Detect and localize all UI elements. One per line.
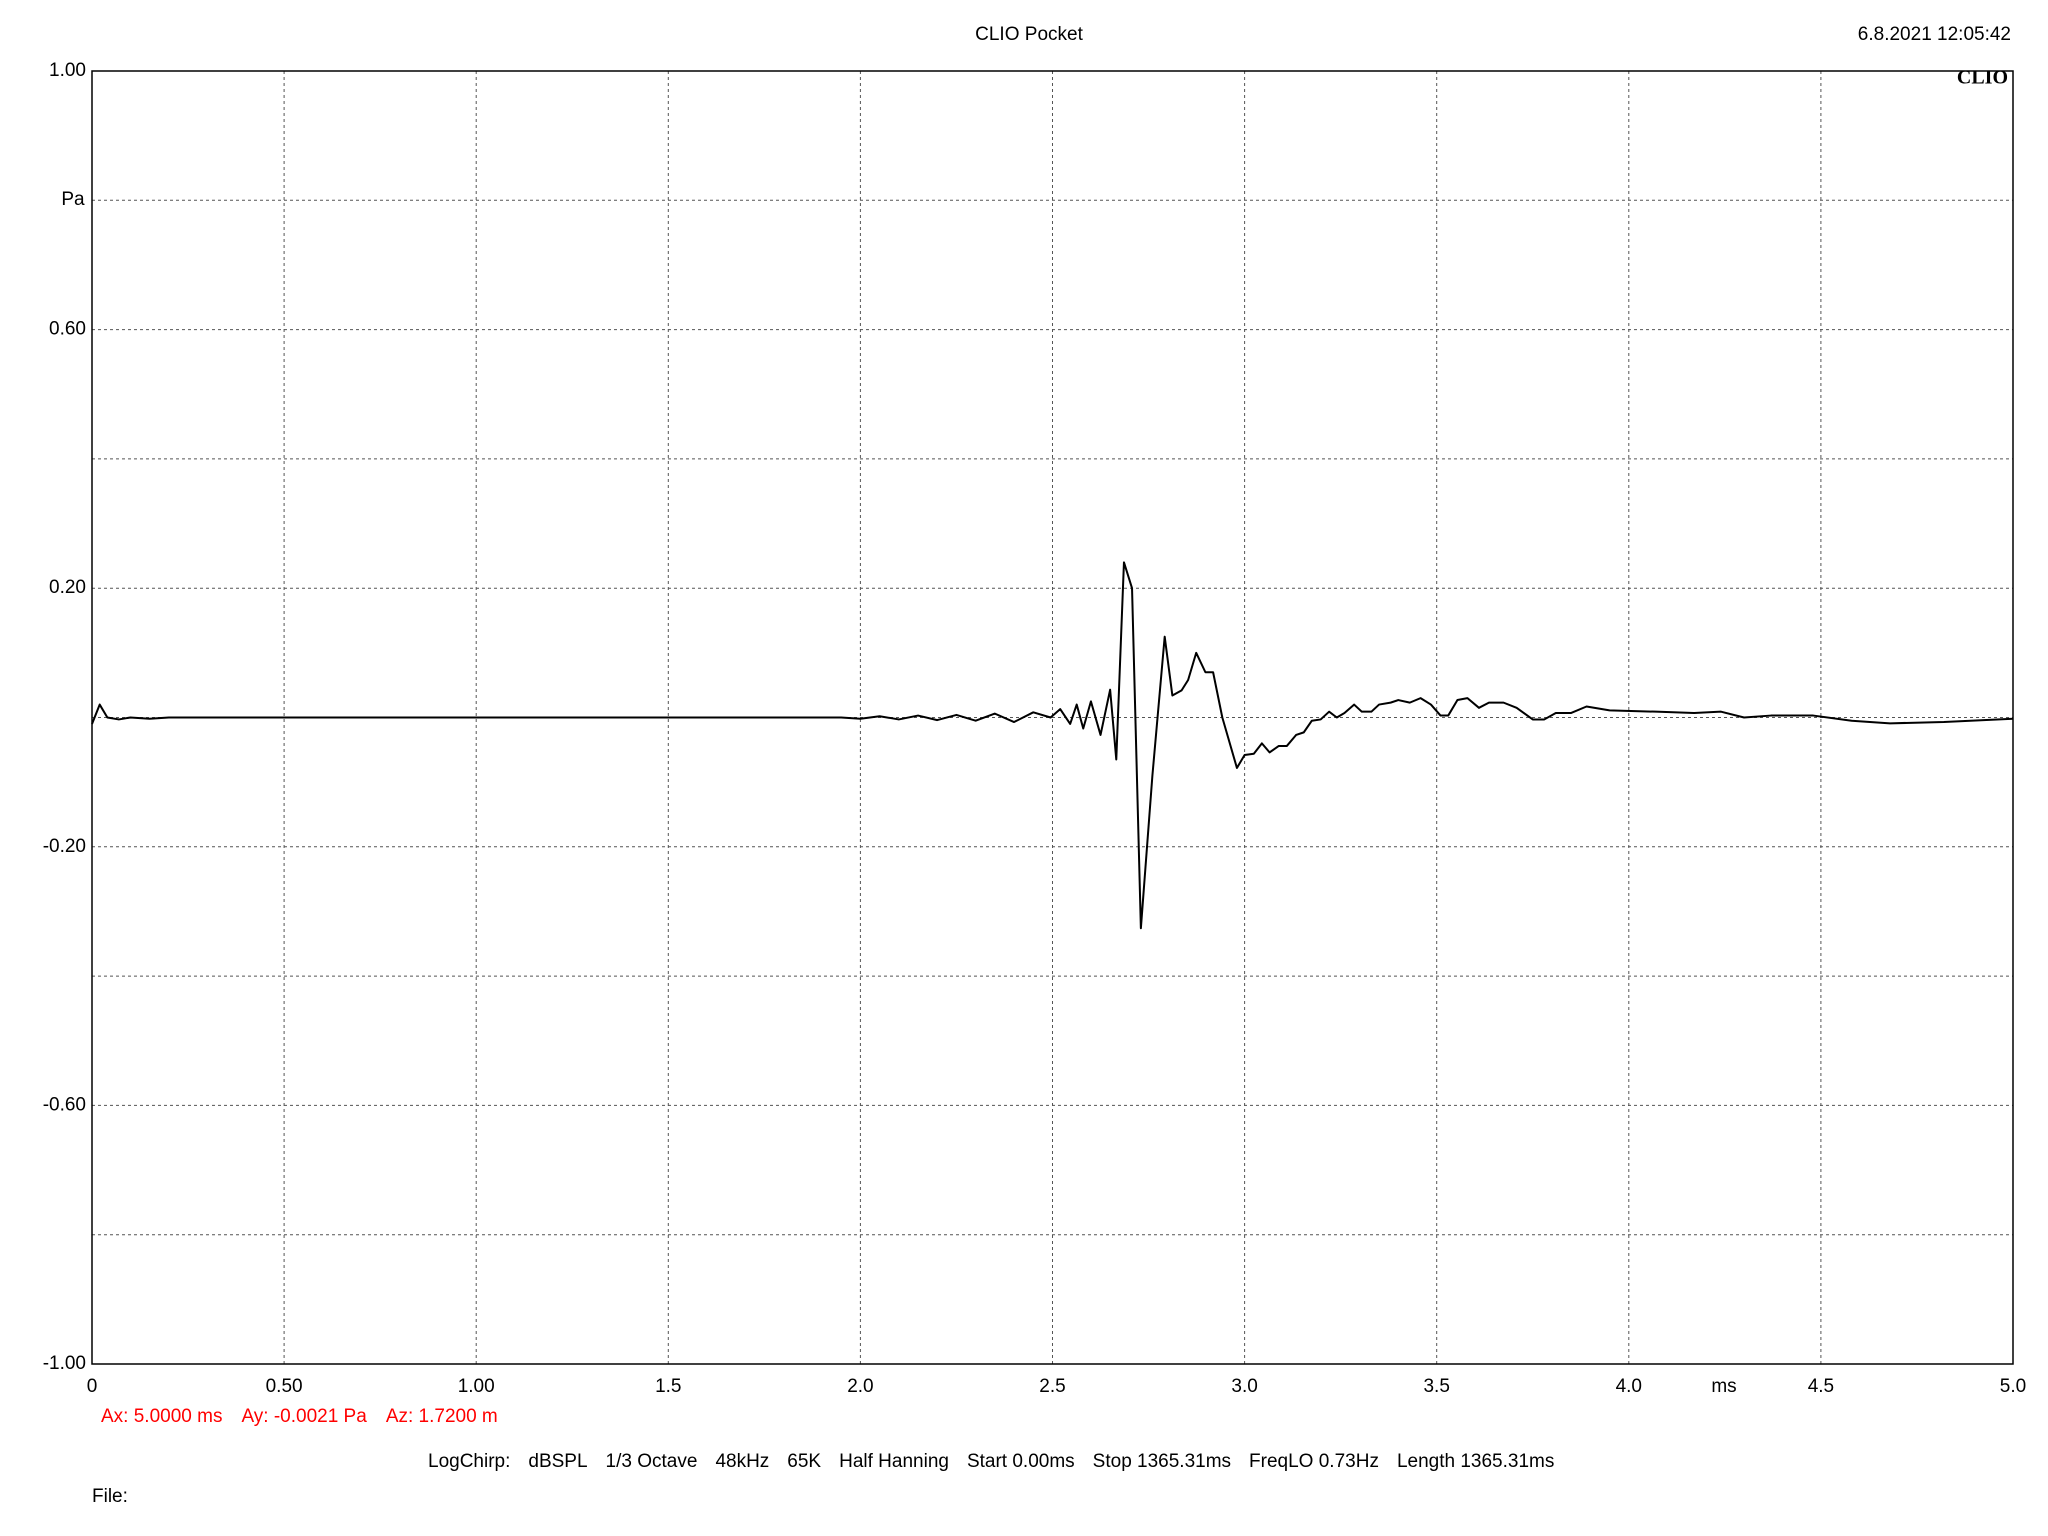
setting-item: Start 0.00ms	[967, 1451, 1075, 1472]
setting-item: Stop 1365.31ms	[1093, 1451, 1231, 1472]
x-tick-label: 3.0	[1231, 1376, 1257, 1397]
x-tick-label: 1.5	[655, 1376, 681, 1397]
y-tick-label: 0.20	[49, 577, 86, 598]
setting-item: Half Hanning	[839, 1451, 949, 1472]
setting-item: 65K	[787, 1451, 821, 1472]
setting-item: LogChirp:	[428, 1451, 510, 1472]
chart-title: CLIO Pocket	[975, 24, 1083, 45]
x-tick-label: 4.5	[1808, 1376, 1834, 1397]
setting-item: FreqLO 0.73Hz	[1249, 1451, 1379, 1472]
setting-item: 48kHz	[715, 1451, 769, 1472]
setting-item: 1/3 Octave	[606, 1451, 698, 1472]
plot-frame	[91, 70, 2014, 1365]
y-tick-label: 0.60	[49, 319, 86, 340]
file-label: File:	[92, 1486, 128, 1507]
x-tick-label: 0	[87, 1376, 98, 1397]
x-tick-label: 4.0	[1616, 1376, 1642, 1397]
setting-item: Length 1365.31ms	[1397, 1451, 1554, 1472]
x-tick-label: 0.50	[266, 1376, 303, 1397]
y-tick-label: 1.00	[49, 60, 86, 81]
cursor-readout: Az: 1.7200 m	[386, 1406, 498, 1427]
y-unit: Pa	[61, 189, 85, 210]
cursor-readout: Ax: 5.0000 ms	[101, 1406, 222, 1427]
x-unit: ms	[1711, 1376, 1736, 1397]
logo: CLIO	[1957, 67, 2008, 89]
y-tick-label: -1.00	[43, 1353, 86, 1374]
x-tick-label: 2.0	[847, 1376, 873, 1397]
y-tick-label: -0.60	[43, 1094, 86, 1115]
setting-item: dBSPL	[528, 1451, 587, 1472]
x-tick-label: 3.5	[1423, 1376, 1449, 1397]
y-tick-label: -0.20	[43, 836, 86, 857]
cursor-readout: Ay: -0.0021 Pa	[241, 1406, 367, 1427]
x-tick-label: 2.5	[1039, 1376, 1065, 1397]
x-tick-label: 1.00	[458, 1376, 495, 1397]
x-tick-label: 5.0	[2000, 1376, 2026, 1397]
data-line	[91, 561, 2014, 930]
timestamp: 6.8.2021 12:05:42	[1858, 24, 2011, 45]
